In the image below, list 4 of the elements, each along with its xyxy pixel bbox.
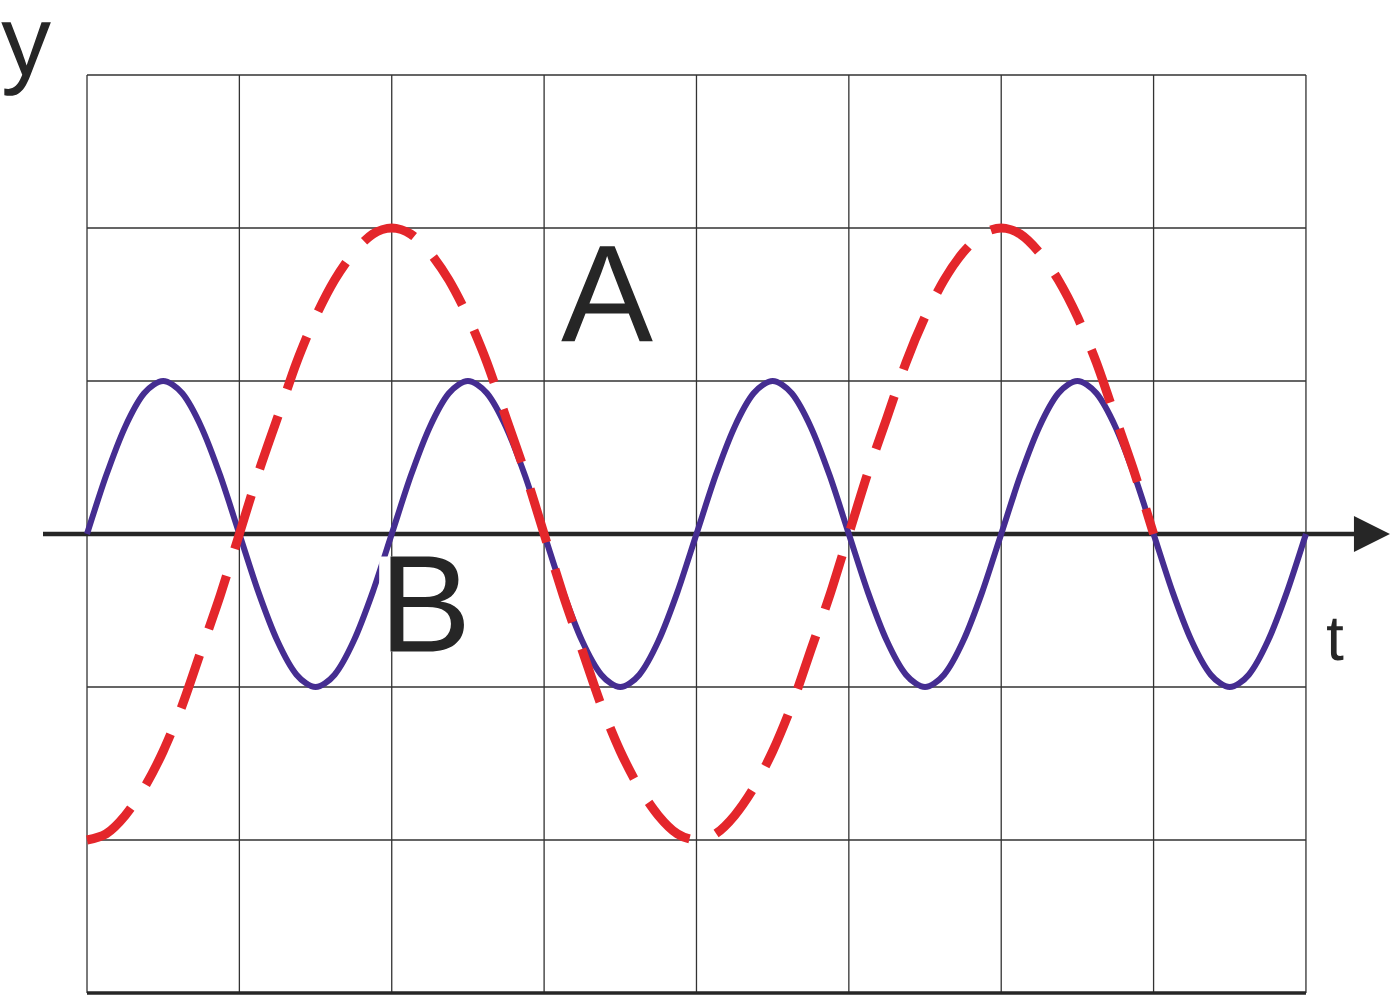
series-label: A xyxy=(561,246,653,342)
x-axis-title: t xyxy=(1327,618,1344,661)
y-axis-title: y xyxy=(1,22,51,96)
series-label: B xyxy=(390,556,464,652)
